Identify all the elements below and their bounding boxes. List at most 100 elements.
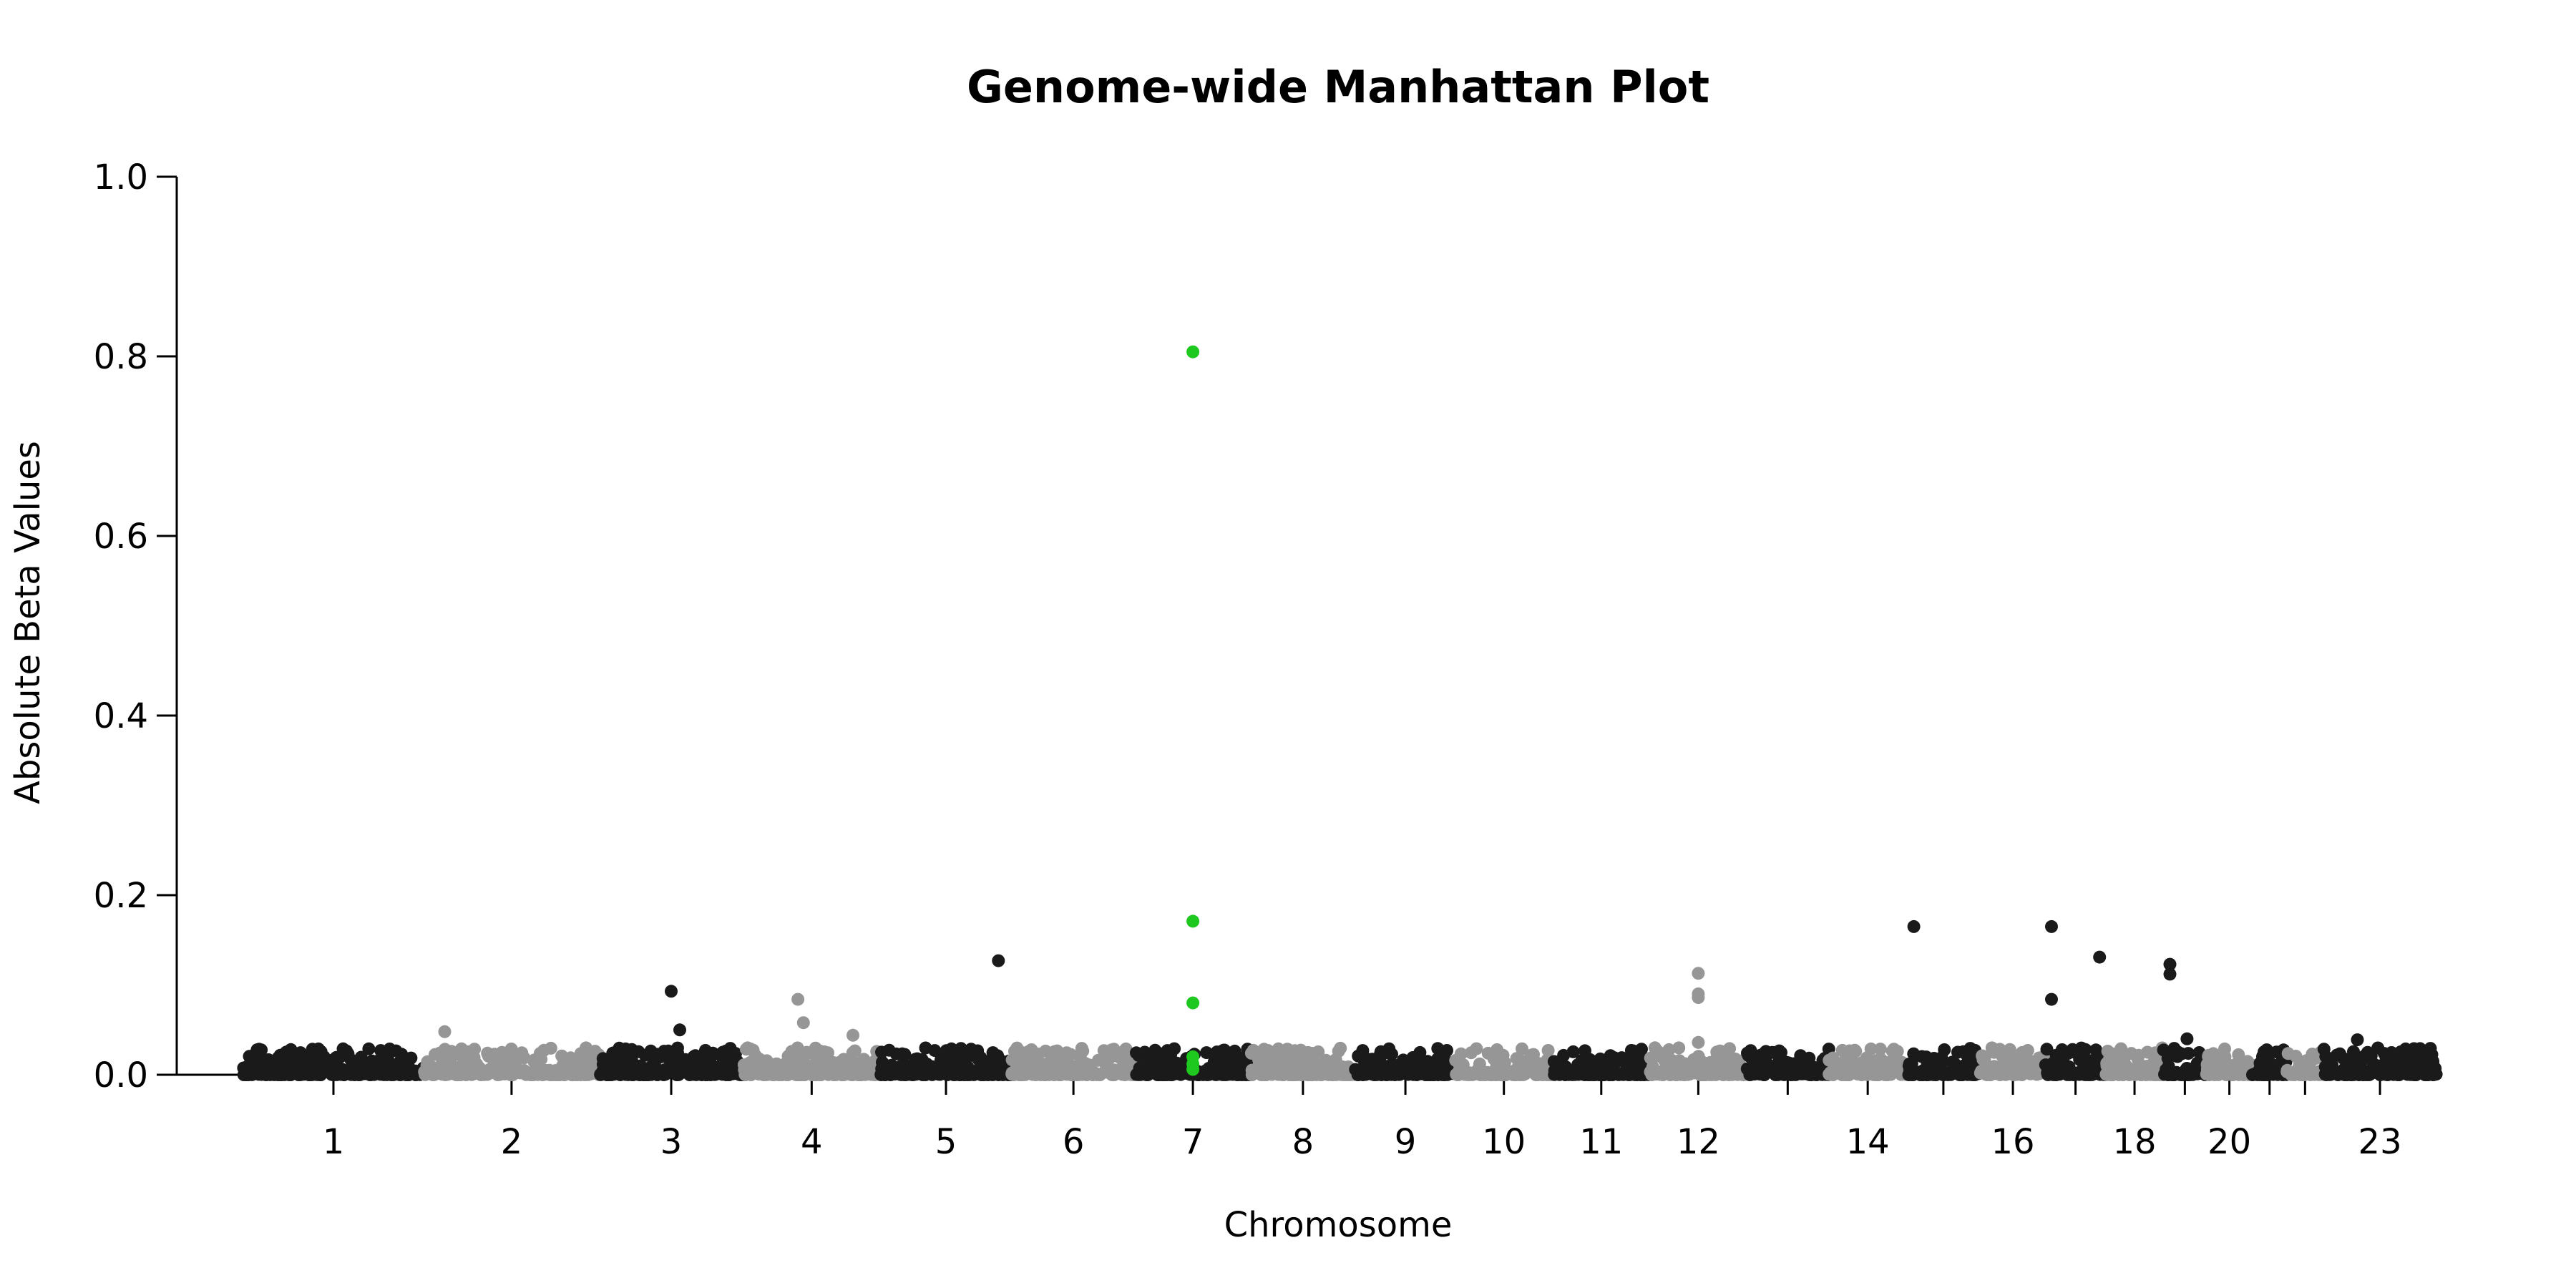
background-point [1337, 1068, 1350, 1080]
x-tick-label: 3 [660, 1122, 683, 1162]
background-point [1121, 1053, 1134, 1066]
background-point [2319, 1050, 2333, 1063]
notable-point [2045, 992, 2058, 1006]
background-point [1635, 1043, 1648, 1056]
y-tick-label: 0.4 [94, 696, 148, 736]
background-point [2263, 1068, 2276, 1081]
background-point [1566, 1045, 1580, 1058]
x-tick-label: 16 [1991, 1122, 2035, 1162]
background-point [478, 1065, 491, 1079]
background-point [1496, 1061, 1509, 1074]
background-point [433, 1046, 447, 1060]
x-tick-label: 7 [1182, 1122, 1204, 1162]
x-tick-label: 4 [801, 1122, 823, 1162]
background-point [1212, 1045, 1226, 1059]
background-point [1541, 1044, 1555, 1057]
background-point [2206, 1049, 2220, 1063]
notable-point [1907, 919, 1921, 933]
background-point [341, 1047, 355, 1060]
background-point [578, 1061, 592, 1075]
background-point [294, 1046, 307, 1060]
x-tick-label: 20 [2207, 1122, 2251, 1162]
x-tick-label: 6 [1063, 1122, 1085, 1162]
background-point [2384, 1053, 2397, 1066]
background-point [2103, 1052, 2117, 1065]
highlighted-point [1186, 1063, 1200, 1076]
background-point [524, 1068, 537, 1081]
background-point [1169, 1067, 1181, 1080]
background-point [1008, 1045, 1021, 1058]
y-tick-label: 1.0 [94, 157, 148, 197]
background-point [1219, 1068, 1233, 1081]
background-point [2297, 1055, 2311, 1069]
background-point [1846, 1055, 1860, 1068]
background-point [936, 1065, 950, 1078]
background-point [1097, 1044, 1111, 1058]
background-point [1161, 1050, 1175, 1064]
background-point [2331, 1068, 2345, 1081]
background-point [385, 1068, 398, 1081]
background-point [1319, 1064, 1333, 1078]
notable-point [2163, 957, 2177, 971]
notable-point [2351, 1033, 2364, 1047]
background-point [1783, 1068, 1796, 1080]
background-point [2132, 1048, 2145, 1062]
background-point [658, 1045, 671, 1058]
x-tick-label: 9 [1395, 1122, 1417, 1162]
background-point [1365, 1053, 1379, 1066]
x-tick-label: 10 [1482, 1122, 1526, 1162]
background-point [1916, 1068, 1929, 1081]
highlighted-point [1186, 996, 1200, 1010]
x-tick-label: 8 [1292, 1122, 1314, 1162]
y-axis-label: Absolute Beta Values [8, 441, 48, 804]
background-point [383, 1043, 396, 1055]
background-point [1777, 1057, 1790, 1070]
background-point [1579, 1044, 1591, 1058]
background-point [1849, 1045, 1863, 1058]
background-point [391, 1058, 404, 1072]
background-point [771, 1060, 785, 1074]
data-points [237, 345, 2443, 1081]
background-point [1524, 1048, 1538, 1062]
background-point [1625, 1067, 1639, 1080]
background-point [2256, 1050, 2269, 1063]
background-point [334, 1068, 348, 1081]
background-point [898, 1048, 912, 1061]
background-point [451, 1068, 464, 1081]
background-point [566, 1068, 580, 1081]
background-point [2160, 1063, 2173, 1076]
background-point [303, 1068, 317, 1081]
background-point [2208, 1068, 2221, 1081]
background-point [2023, 1065, 2036, 1078]
background-point [1938, 1043, 1951, 1056]
background-point [2341, 1065, 2355, 1079]
notable-point [791, 992, 805, 1006]
background-point [2319, 1067, 2333, 1080]
background-point [1928, 1065, 1941, 1079]
background-point [670, 1041, 684, 1055]
background-point [1903, 1057, 1916, 1070]
background-point [875, 1045, 888, 1059]
background-point [1878, 1068, 1891, 1081]
background-point [488, 1048, 502, 1061]
background-point [2394, 1045, 2407, 1058]
background-point [1675, 1066, 1689, 1080]
background-point [427, 1068, 441, 1081]
background-point [1041, 1065, 1055, 1079]
background-point [1385, 1067, 1399, 1080]
background-point [462, 1058, 476, 1071]
background-point [1312, 1045, 1325, 1058]
background-point [837, 1053, 850, 1066]
background-point [1995, 1046, 2009, 1060]
background-point [255, 1043, 268, 1057]
background-point [1257, 1067, 1270, 1080]
background-point [1828, 1067, 1841, 1080]
background-point [2106, 1067, 2119, 1080]
background-point [756, 1066, 770, 1079]
background-point [580, 1041, 592, 1055]
background-point [1518, 1065, 1531, 1079]
background-point [1996, 1067, 2009, 1080]
background-point [1294, 1048, 1308, 1062]
notable-point [2180, 1032, 2194, 1045]
